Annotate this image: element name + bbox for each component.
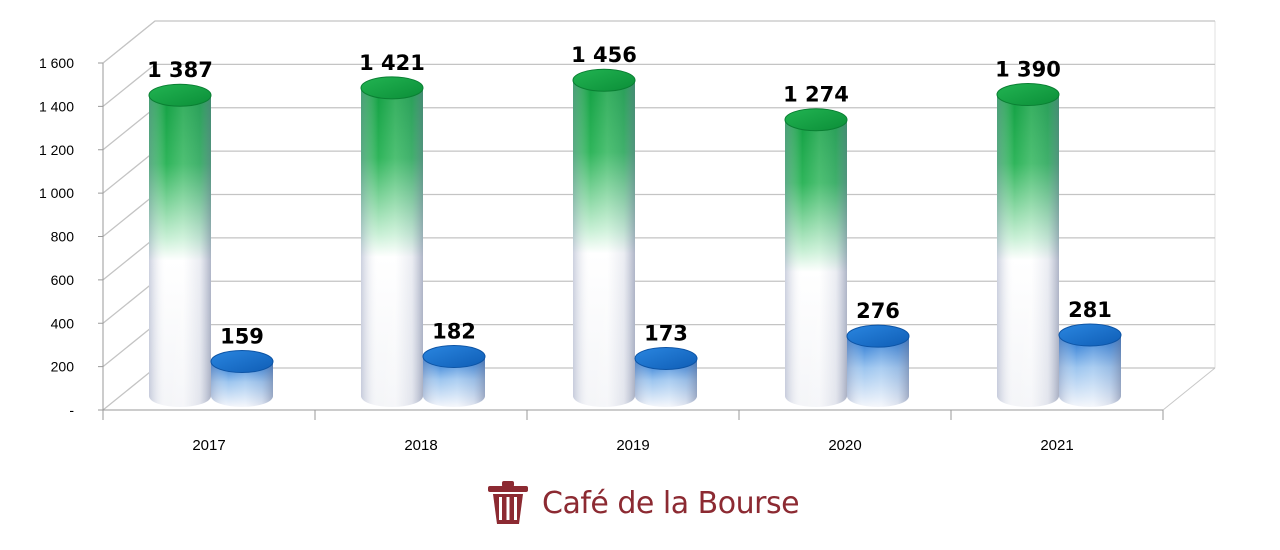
bar-shading <box>997 94 1059 407</box>
x-tick-label: 2018 <box>404 437 437 454</box>
bar-shading <box>573 80 635 407</box>
bar-series-2-2020 <box>846 324 910 407</box>
bar-top <box>634 346 698 370</box>
y-tick-label: 1 200 <box>39 142 74 158</box>
gridline <box>102 20 1215 64</box>
y-tick-label: 200 <box>51 359 75 375</box>
bar-top <box>422 345 486 369</box>
bar-top <box>148 83 212 107</box>
bar-top <box>784 108 848 132</box>
bar-shading <box>1059 335 1121 407</box>
y-tick-label: 800 <box>51 229 75 245</box>
x-tick-label: 2019 <box>616 437 649 454</box>
y-tick-label: - <box>69 402 74 418</box>
data-label: 1 387 <box>147 58 213 82</box>
bar-series-2-2018 <box>422 345 486 407</box>
bar-top <box>1058 323 1122 347</box>
gridline <box>102 63 1215 107</box>
bar-series-1-2021 <box>996 83 1060 407</box>
bar-top <box>846 324 910 348</box>
data-label: 1 421 <box>359 51 425 75</box>
trash-bin-icon <box>488 481 528 524</box>
data-label: 1 390 <box>995 58 1061 82</box>
bar-shading <box>785 119 847 408</box>
bar-series-2-2021 <box>1058 323 1122 407</box>
bar-series-1-2017 <box>148 83 212 408</box>
bar-shading <box>361 87 423 408</box>
data-label: 1 456 <box>571 43 637 67</box>
axes <box>98 62 1164 420</box>
data-label: 182 <box>432 320 476 344</box>
bar-series-1-2018 <box>360 76 424 408</box>
bar-top <box>210 350 274 374</box>
y-tick-label: 600 <box>51 272 75 288</box>
data-labels: 1 387 1 421 1 456 1 274 1 390 159 182 173 276 281 <box>147 43 1112 348</box>
y-tick-label: 400 <box>51 315 75 331</box>
bar-shading <box>211 361 273 407</box>
bar-shading <box>635 358 697 407</box>
data-label: 276 <box>856 299 900 323</box>
data-label: 173 <box>644 321 688 345</box>
data-label: 159 <box>220 325 264 349</box>
data-label: 1 274 <box>783 83 849 107</box>
bar-shading <box>423 356 485 407</box>
y-tick-label: 1 400 <box>39 98 74 114</box>
bar-top <box>360 76 424 100</box>
bar-series-2-2019 <box>634 346 698 407</box>
y-axis-ticks: - 200 400 600 800 1 000 1 200 1 400 1 600 <box>39 55 74 418</box>
bar-series-1-2020 <box>784 108 848 408</box>
brand-name: Café de la Bourse <box>542 485 800 521</box>
bar-series-1-2019 <box>572 68 636 407</box>
bar-top <box>572 68 636 92</box>
brand-logo: Café de la Bourse <box>484 478 800 528</box>
bar-top <box>996 83 1060 107</box>
x-tick-label: 2017 <box>192 437 225 454</box>
x-tick-label: 2020 <box>828 437 861 454</box>
bar-shading <box>149 95 211 408</box>
y-tick-label: 1 600 <box>39 55 74 71</box>
x-tick-label: 2021 <box>1040 437 1073 454</box>
x-axis-ticks: 2017 2018 2019 2020 2021 <box>192 437 1073 454</box>
y-tick-label: 1 000 <box>39 185 74 201</box>
bar-shading <box>847 336 909 407</box>
data-label: 281 <box>1068 298 1112 322</box>
bars <box>148 68 1122 408</box>
bar-series-2-2017 <box>210 350 274 407</box>
